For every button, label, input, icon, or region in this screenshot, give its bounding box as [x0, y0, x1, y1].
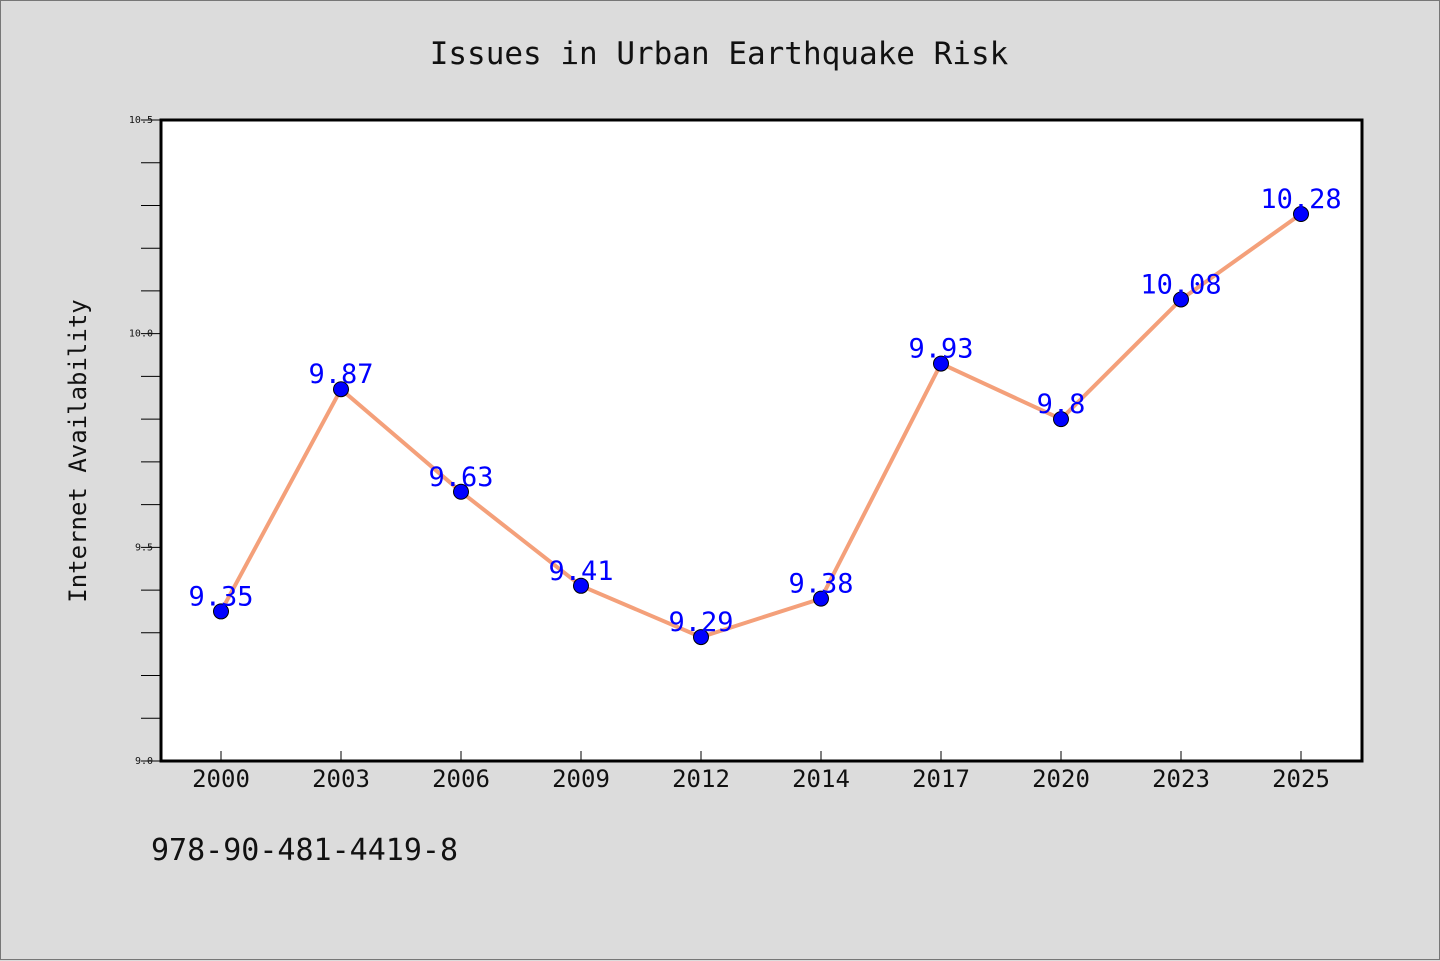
- x-tick-label: 2014: [792, 765, 850, 793]
- data-point: [933, 355, 949, 372]
- data-point: [213, 603, 229, 620]
- data-labels-layer: 9.35 9.87 9.63 9.41 9.29 9.38 9.93 9.8 10.08 10.2…: [188, 184, 1341, 638]
- chart-title: Issues in Urban Earthquake Risk: [430, 36, 1009, 72]
- data-label: 9.29: [668, 607, 733, 638]
- data-point: [333, 381, 349, 398]
- y-axis: 9.0 9.5 10.0 10.5: [129, 115, 161, 767]
- x-tick-label: 2006: [432, 765, 490, 793]
- x-tick-label: 2017: [912, 765, 970, 793]
- data-label: 9.38: [788, 569, 853, 600]
- series-layer: [213, 206, 1309, 646]
- data-point: [1173, 291, 1189, 308]
- isbn-caption: 978-90-481-4419-8: [151, 833, 459, 868]
- data-label: 9.87: [308, 359, 373, 390]
- data-label: 10.08: [1140, 269, 1221, 300]
- series-line: [219, 212, 1303, 640]
- y-tick-label: 10.0: [129, 329, 153, 340]
- data-point: [573, 577, 589, 594]
- data-point: [813, 590, 829, 607]
- x-tick-label: 2003: [312, 765, 370, 793]
- y-tick-label: 10.5: [129, 115, 153, 126]
- data-label: 9.93: [908, 334, 973, 365]
- data-label: 9.63: [428, 462, 493, 493]
- x-tick-label: 2012: [672, 765, 730, 793]
- data-label: 10.28: [1260, 184, 1341, 215]
- data-label: 9.35: [188, 581, 253, 612]
- x-tick-label: 2023: [1152, 765, 1210, 793]
- x-tick-label: 2000: [192, 765, 250, 793]
- x-axis: 2000 2003 2006 2009 2012 2014 2017 2020 2023 2025: [192, 751, 1330, 793]
- data-point: [1293, 206, 1309, 223]
- x-tick-label: 2025: [1272, 765, 1330, 793]
- x-tick-label: 2020: [1032, 765, 1090, 793]
- x-tick-label: 2009: [552, 765, 610, 793]
- y-axis-label: Internet Availability: [64, 299, 92, 602]
- data-point: [453, 483, 469, 500]
- y-tick-label: 9.5: [135, 542, 153, 553]
- data-label: 9.8: [1037, 389, 1086, 420]
- plot-area: [159, 118, 1364, 763]
- data-label: 9.41: [548, 556, 613, 587]
- y-tick-label: 9.0: [135, 756, 153, 767]
- data-point: [1053, 411, 1069, 428]
- data-point: [693, 629, 709, 646]
